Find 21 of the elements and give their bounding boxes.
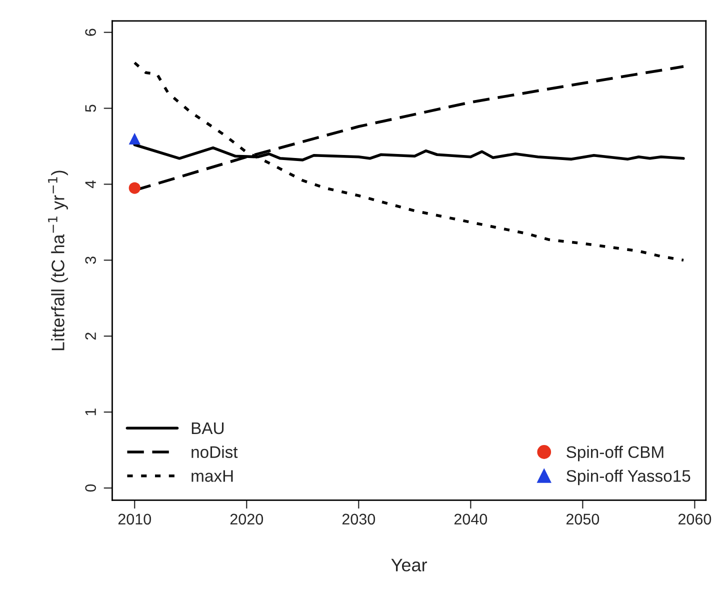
x-tick-label: 2030 [342,514,376,525]
y-tick-label: 1 [85,408,96,416]
legend-label: maxH [192,470,233,482]
legend-label: Spin-off CBM [566,446,664,462]
y-tick-label: 0 [85,484,96,492]
x-tick-label: 2010 [118,514,152,525]
y-tick-label: 5 [85,104,96,112]
legend-label: noDist [192,446,238,458]
legend-label: Spin-off Yasso15 [566,470,690,486]
y-tick-label: 3 [85,256,96,264]
line-series [133,61,685,262]
x-tick-label: 2050 [566,514,600,525]
legend-label: BAU [192,422,224,434]
x-tick-label: 2040 [454,514,488,525]
y-axis-title: Litterfall (tC ha$^{−1}$ yr$^{−1}$) [48,170,68,350]
x-axis-title: Year [391,558,428,572]
y-tick-label: 2 [85,332,96,340]
y-tick-label: 4 [85,180,96,188]
y-tick-label: 6 [85,28,96,36]
x-tick-label: 2060 [678,514,712,525]
x-tick-label: 2020 [230,514,264,525]
